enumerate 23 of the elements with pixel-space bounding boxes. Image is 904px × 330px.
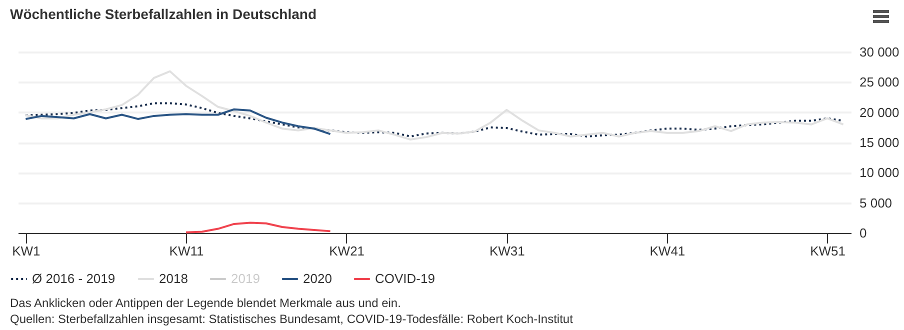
y-tick-label: 25 000 <box>860 74 900 90</box>
line-series <box>185 222 332 234</box>
text: Das Anklicken oder Antippen der Legende blendet Merkmale aus und ein. <box>10 295 402 311</box>
line-series <box>24 108 332 136</box>
y-tick-label: 20 000 <box>860 104 900 120</box>
x-tick-label: KW21 <box>329 244 365 258</box>
chart-title: Wöchentliche Sterbefallzahlen in Deutschland <box>10 6 316 22</box>
line-series <box>24 70 844 140</box>
y-tick-label: 10 000 <box>860 165 900 180</box>
legend-label: 2020 <box>303 271 332 286</box>
x-tick-label: KW1 <box>12 244 40 258</box>
y-tick-label: 30 000 <box>860 44 900 60</box>
legend-label: Ø 2016 - 2019 <box>32 271 116 286</box>
legend-label: COVID-19 <box>375 271 435 286</box>
y-tick-label: 0 <box>860 226 867 240</box>
source-note: Quellen: Sterbefallzahlen insgesamt: Statistisches Bundesamt, COVID-19-Todesfälle: Robert Koch-Institut <box>10 311 573 327</box>
x-tick-label: KW51 <box>810 244 846 258</box>
x-tick-label: KW11 <box>169 244 204 258</box>
y-tick-label: 15 000 <box>860 135 900 150</box>
y-tick-label: 5 000 <box>860 195 892 210</box>
x-tick-label: KW41 <box>650 244 686 258</box>
legend-label: 2018 <box>159 271 188 286</box>
x-tick-label: KW31 <box>489 244 525 258</box>
